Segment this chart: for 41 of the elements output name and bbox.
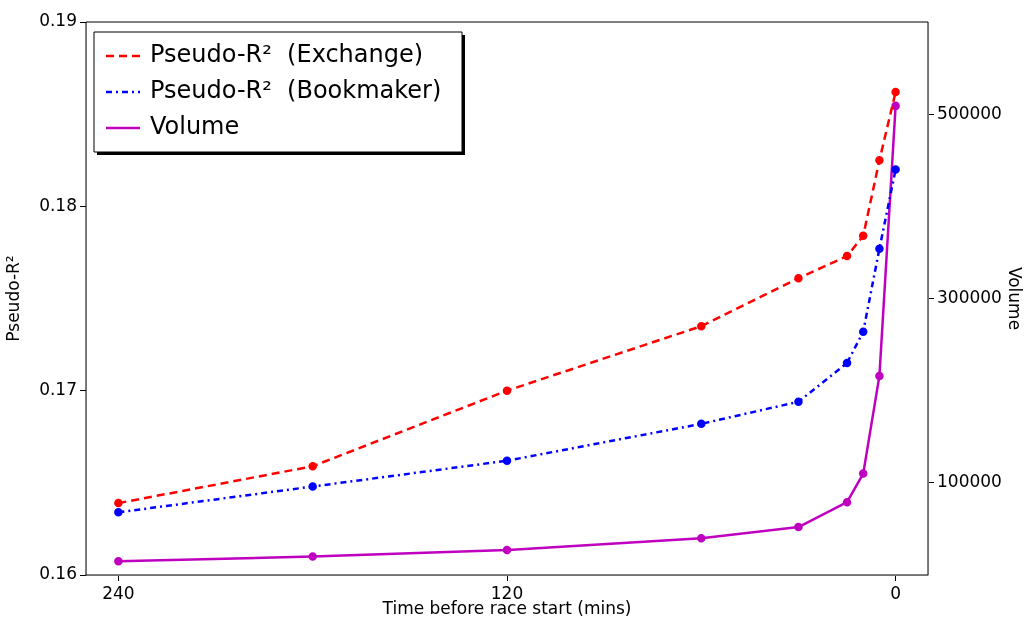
point — [114, 508, 123, 517]
legend-label: Pseudo-R² (Exchange) — [150, 40, 424, 69]
y-tick-label: 0.18 — [39, 194, 77, 215]
point — [697, 533, 706, 543]
point — [842, 497, 852, 507]
point — [308, 552, 317, 561]
x-tick-label: 240 — [102, 582, 135, 603]
point — [891, 101, 900, 111]
point — [308, 482, 317, 491]
point — [891, 165, 900, 174]
point — [842, 358, 852, 368]
point — [858, 231, 868, 241]
point — [502, 545, 512, 555]
y2-tick-label: 100000 — [937, 471, 1002, 492]
y2-tick-label: 500000 — [937, 102, 1002, 123]
point — [697, 419, 706, 429]
point — [114, 498, 123, 508]
x-tick-label: 0 — [890, 582, 902, 603]
point — [891, 87, 900, 97]
point — [794, 397, 803, 406]
point — [502, 456, 512, 465]
y-tick-label: 0.16 — [39, 563, 77, 584]
y2-axis-title: Volume — [1005, 266, 1026, 331]
point — [842, 251, 852, 261]
y-axis-title: Pseudo-R² — [2, 255, 23, 342]
y-tick-label: 0.19 — [39, 10, 77, 31]
point — [875, 371, 884, 381]
point — [308, 461, 317, 471]
point — [502, 386, 512, 395]
point — [858, 327, 868, 336]
legend-label: Pseudo-R² (Bookmaker) — [150, 76, 442, 105]
y-tick-label: 0.17 — [39, 379, 77, 400]
point — [114, 556, 123, 566]
point — [697, 321, 706, 331]
point — [875, 156, 884, 165]
point — [875, 244, 884, 253]
point — [858, 469, 868, 478]
y2-tick-label: 300000 — [937, 286, 1002, 307]
point — [794, 522, 803, 532]
legend-label: Volume — [150, 112, 240, 141]
point — [794, 273, 803, 283]
